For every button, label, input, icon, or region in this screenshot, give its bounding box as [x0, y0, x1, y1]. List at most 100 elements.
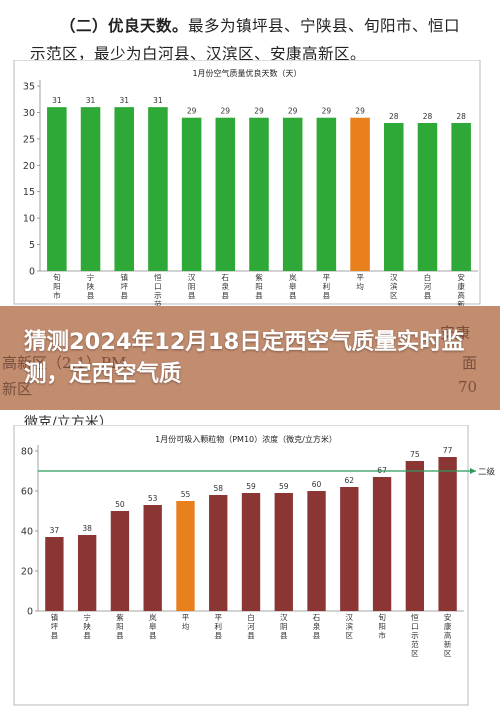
- chart1-data-label: 29: [322, 107, 332, 116]
- chart2-bar: [209, 495, 228, 611]
- chart1-y-tick-label: 30: [23, 108, 35, 119]
- chart2-data-label: 37: [50, 526, 60, 535]
- chart1-bar: [417, 123, 438, 271]
- chart2-data-label: 62: [345, 476, 355, 485]
- headline-overlay: 高新区（2.1）PM 新区 安康 面 70: [0, 306, 500, 410]
- chart1-category-label: 白河县: [424, 272, 432, 300]
- chart2-y-tick-label: 60: [21, 487, 33, 498]
- chart1-data-label: 28: [389, 112, 399, 121]
- overlay-bg-text-1: 高新区（2.1）PM: [2, 354, 127, 372]
- good-days-chart: 1月份空气质量优良天数（天） 0 5 10 15 20 25 30 35 31 旬阳市 31 宁陕县 31…: [13, 60, 481, 306]
- chart2-category-label: 岚皋县: [149, 613, 157, 640]
- intro-line-1-rest: 最多为镇坪县、宁陕县、旬阳市、恒口: [188, 17, 461, 35]
- chart1-y-tick-label: 25: [23, 134, 35, 145]
- chart2-data-label: 53: [148, 494, 158, 503]
- chart2-category-label: 汉阴县: [280, 613, 288, 640]
- chart2-y-tick-label: 20: [21, 567, 33, 578]
- chart1-bar: [47, 107, 67, 271]
- chart2-category-label: 旬阳市: [378, 612, 386, 640]
- section-heading: （二）优良天数。: [60, 16, 189, 35]
- chart1-bar: [148, 107, 168, 271]
- chart1-bar: [383, 123, 404, 271]
- chart1-data-label: 31: [52, 96, 62, 105]
- chart2-category-label: 石泉县: [313, 613, 321, 640]
- chart2-data-label: 50: [115, 500, 125, 509]
- chart2-data-label: 59: [246, 482, 256, 491]
- chart1-data-label: 29: [221, 107, 231, 116]
- chart2-category-label: 平均: [182, 613, 190, 631]
- chart1-bar: [350, 117, 370, 271]
- chart2-bar: [176, 501, 195, 611]
- chart2-bar: [77, 535, 97, 611]
- intro-line-1: （二）优良天数。最多为镇坪县、宁陕县、旬阳市、恒口: [60, 14, 460, 36]
- chart1-category-label: 紫阳县: [255, 273, 263, 300]
- chart1-bar: [316, 117, 337, 271]
- chart1-y-tick-label: 10: [23, 214, 35, 225]
- chart2-category-label: 汉滨区: [346, 613, 354, 640]
- chart2-data-label: 55: [181, 490, 191, 499]
- chart2-bar: [340, 487, 359, 611]
- overlay-bg-text-right-3: 70: [458, 378, 478, 396]
- chart2-bar: [274, 493, 293, 611]
- chart1-data-label: 29: [254, 107, 264, 116]
- chart1-category-label: 恒口示范区: [154, 272, 162, 306]
- chart2-data-label: 77: [443, 446, 453, 455]
- chart1-y-tick-label: 0: [29, 267, 35, 278]
- chart1-data-label: 31: [119, 96, 129, 105]
- chart1-title: 1月份空气质量优良天数（天）: [192, 68, 301, 78]
- chart2-y-tick-label: 0: [27, 607, 33, 618]
- chart1-category-label: 汉阴县: [188, 273, 196, 300]
- chart1-bar: [215, 117, 236, 271]
- chart1-y-tick-label: 15: [23, 187, 35, 198]
- chart1-bar: [181, 117, 202, 271]
- pm10-chart: 1月份可吸入颗粒物（PM10）浓度（微克/立方米） 0 20 40 60 80 37 镇坪县 3…: [13, 425, 496, 706]
- chart2-category-label: 恒口示范区: [411, 612, 419, 658]
- chart2-data-label: 59: [279, 482, 289, 491]
- chart1-category-label: 汉滨区: [390, 273, 398, 300]
- chart2-data-label: 60: [312, 480, 322, 489]
- chart2-data-label: 38: [82, 524, 92, 533]
- overlay-bg-text-right-1: 安康: [440, 324, 471, 342]
- chart1-data-label: 31: [86, 96, 96, 105]
- chart2-reference-label: 二级: [478, 467, 496, 478]
- chart1-bar: [114, 107, 135, 271]
- chart2-category-label: 白河县: [247, 612, 255, 640]
- chart1-category-label: 宁陕县: [87, 272, 95, 300]
- chart1-bar: [282, 117, 303, 271]
- chart2-bar: [372, 477, 392, 611]
- chart1-y-tick-label: 5: [29, 240, 35, 251]
- chart1-category-label: 安康高新区: [457, 272, 465, 306]
- chart1-category-label: 旬阳市: [53, 272, 61, 300]
- chart1-category-label: 石泉县: [222, 273, 230, 300]
- chart1-category-label: 平利县: [323, 273, 331, 300]
- headline: 猜测2024年12月18日定西空气质量实时监测，定西空气质: [24, 329, 465, 387]
- intro-line-2: 示范区，最少为白河县、汉滨区、安康高新区。: [30, 45, 367, 63]
- chart2-category-label: 安康高新区: [444, 612, 452, 658]
- chart2-bar: [307, 491, 326, 611]
- chart1-bar: [249, 117, 269, 271]
- chart1-data-label: 29: [355, 107, 365, 116]
- chart1-data-label: 31: [153, 96, 163, 105]
- chart2-y-tick-label: 80: [21, 447, 33, 458]
- chart2-bar: [405, 461, 425, 611]
- overlay-bg-text-right-2: 面: [462, 354, 478, 372]
- chart1-data-label: 29: [288, 107, 298, 116]
- chart2-y-tick-label: 40: [21, 527, 33, 538]
- chart1-data-label: 28: [456, 112, 466, 121]
- chart1-category-label: 岚皋县: [289, 273, 297, 300]
- chart2-bar: [241, 493, 261, 611]
- chart1-category-label: 平均: [356, 273, 364, 291]
- chart1-data-label: 29: [187, 107, 197, 116]
- overlay-bg-text-2: 新区: [2, 380, 33, 398]
- chart2-category-label: 平利县: [214, 613, 222, 640]
- chart2-bar: [45, 537, 64, 611]
- chart1-bar: [80, 107, 101, 271]
- chart2-reference-arrow: [470, 468, 476, 474]
- chart2-bar: [110, 511, 130, 611]
- chart2-data-label: 75: [410, 450, 420, 459]
- chart2-category-label: 镇坪县: [51, 612, 59, 640]
- chart1-data-label: 28: [423, 112, 433, 121]
- chart2-bar: [438, 457, 457, 611]
- chart2-bar: [143, 505, 162, 611]
- chart2-data-label: 58: [213, 484, 223, 493]
